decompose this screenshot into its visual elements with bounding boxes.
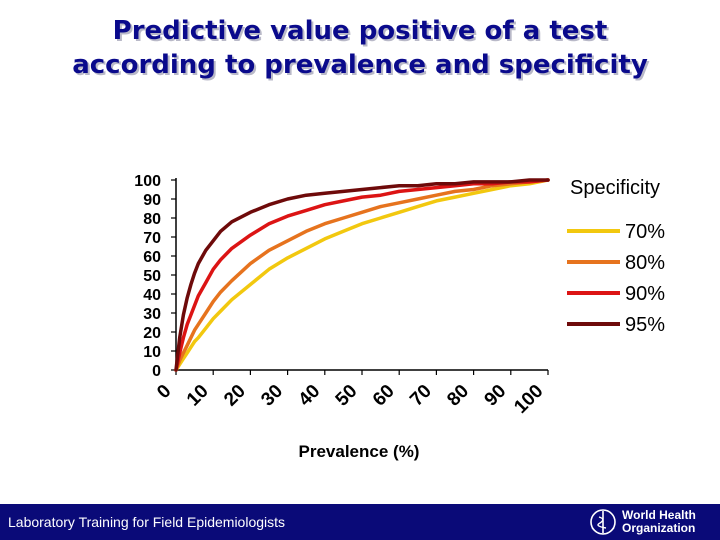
legend-label: 95% (625, 314, 665, 336)
footer-text: Laboratory Training for Field Epidemiolo… (8, 514, 286, 530)
y-tick-label: 0 (152, 363, 161, 380)
footer-bar: Laboratory Training for Field Epidemiolo… (0, 504, 720, 540)
slide-title: Predictive value positive of a test acco… (0, 14, 720, 82)
x-tick-label: 60 (369, 381, 399, 411)
x-tick-label: 100 (510, 381, 547, 418)
series-line-80pct (174, 178, 550, 372)
series-line-95pct (174, 178, 550, 372)
legend-label: 70% (625, 221, 665, 243)
y-tick-label: 90 (143, 192, 161, 209)
who-emblem-icon (590, 509, 616, 535)
y-tick-label: 80 (143, 211, 161, 228)
x-tick-label: 20 (220, 381, 250, 411)
x-tick-label: 30 (257, 381, 287, 411)
y-tick-label: 70 (143, 230, 161, 247)
y-tick-label: 50 (143, 268, 161, 285)
series-line-90pct (174, 178, 550, 372)
x-tick-label: 70 (406, 381, 436, 411)
y-tick-label: 100 (134, 173, 161, 190)
title-line-1: Predictive value positive of a test (112, 16, 608, 46)
x-tick-label: 50 (332, 381, 362, 411)
x-tick-label: 0 (153, 381, 175, 403)
x-axis-label: Prevalence (%) (299, 442, 420, 461)
who-name-line-1: World Health (622, 508, 696, 522)
y-tick-label: 30 (143, 306, 161, 323)
x-tick-label: 10 (183, 381, 213, 411)
y-tick-label: 60 (143, 249, 161, 266)
legend-label: 80% (625, 252, 665, 274)
x-tick-label: 40 (295, 381, 325, 411)
legend-label: 90% (625, 283, 665, 305)
who-name: World Health Organization (622, 509, 696, 535)
who-name-line-2: Organization (622, 521, 696, 535)
y-tick-label: 10 (143, 344, 161, 361)
y-tick-label: 20 (143, 325, 161, 342)
title-line-2: according to prevalence and specificity (72, 50, 648, 80)
series-line-70pct (174, 178, 550, 372)
legend-title: Specificity (570, 177, 660, 199)
y-tick-label: 40 (143, 287, 161, 304)
x-tick-label: 80 (443, 381, 473, 411)
x-tick-label: 90 (481, 381, 511, 411)
